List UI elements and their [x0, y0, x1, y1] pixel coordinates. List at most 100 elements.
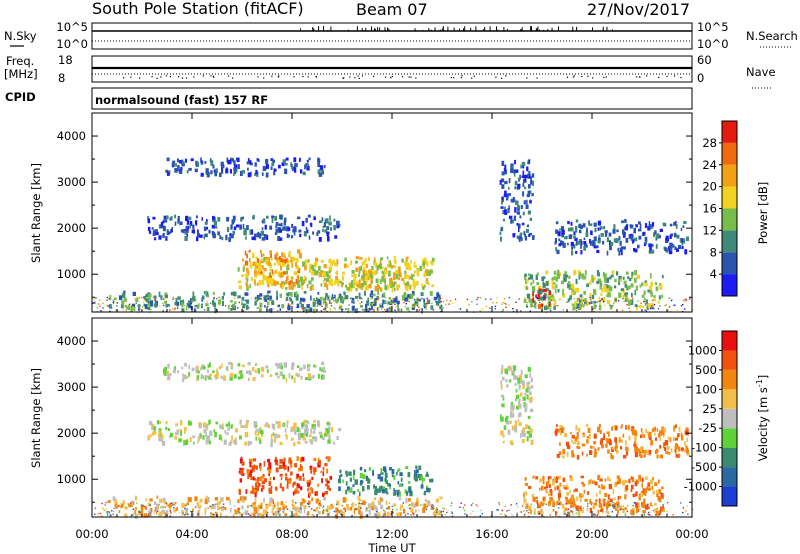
speckle-cell [459, 308, 461, 310]
speckle-cell [218, 296, 220, 299]
data-cell [374, 486, 378, 491]
data-cell [230, 224, 233, 230]
data-cell [364, 275, 368, 280]
data-cell [515, 169, 519, 173]
data-cell [604, 230, 608, 234]
data-cell [341, 297, 345, 302]
speckle-cell [403, 508, 405, 511]
speckle-cell [528, 509, 530, 511]
data-cell [545, 481, 549, 485]
speckle-cell [383, 510, 386, 512]
data-cell [499, 231, 502, 235]
speckle-cell [163, 304, 165, 307]
speckle-cell [664, 305, 666, 307]
data-cell [282, 505, 285, 510]
speckle-cell [501, 509, 503, 512]
data-cell [304, 423, 308, 429]
data-cell [186, 233, 189, 237]
data-cell [607, 449, 610, 454]
data-cell [282, 374, 285, 380]
data-cell [362, 271, 365, 277]
data-cell [285, 287, 288, 290]
speckle-cell [391, 510, 394, 512]
data-cell [186, 219, 190, 225]
data-cell [509, 440, 513, 445]
data-cell [255, 436, 258, 441]
data-cell [143, 296, 146, 299]
speckle-cell [586, 304, 589, 306]
data-cell [346, 486, 350, 491]
speckle-cell [148, 514, 150, 516]
data-cell [637, 449, 640, 453]
speckle-cell [172, 504, 174, 506]
data-cell [108, 511, 111, 516]
speckle-cell [104, 502, 107, 504]
data-cell [586, 508, 589, 512]
data-cell [556, 249, 560, 255]
speckle-cell [527, 511, 530, 514]
speckle-cell [105, 508, 108, 510]
data-cell [284, 428, 287, 433]
speckle-cell [362, 309, 364, 311]
speckle-cell [189, 300, 192, 302]
data-cell [283, 220, 286, 226]
data-cell [274, 254, 277, 260]
data-cell [368, 509, 371, 516]
speckle-cell [154, 509, 156, 512]
data-cell [279, 459, 283, 464]
data-cell [520, 433, 522, 439]
data-cell [502, 376, 505, 381]
data-cell [547, 293, 551, 299]
data-cell [121, 300, 125, 306]
data-cell [284, 217, 287, 223]
speckle-cell [451, 511, 453, 513]
data-cell [645, 240, 648, 245]
data-cell [593, 236, 597, 242]
data-cell [223, 292, 226, 296]
data-cell [351, 300, 354, 304]
speckle-cell [162, 302, 164, 305]
data-cell [424, 305, 427, 308]
data-cell [166, 215, 169, 220]
data-cell [529, 391, 532, 396]
data-cell [264, 259, 268, 264]
data-cell [638, 496, 641, 501]
data-cell [280, 477, 283, 481]
data-cell [580, 225, 583, 229]
speckle-cell [338, 511, 341, 513]
data-cell [642, 449, 646, 454]
data-cell [515, 394, 519, 400]
data-cell [270, 166, 273, 171]
data-cell [625, 294, 628, 301]
speckle-cell [612, 504, 614, 506]
data-cell [382, 299, 385, 304]
data-cell [385, 286, 389, 290]
data-cell [669, 223, 673, 227]
speckle-cell [197, 307, 199, 309]
data-cell [351, 297, 355, 302]
speckle-cell [254, 504, 256, 506]
speckle-cell [471, 301, 473, 303]
data-cell [437, 511, 440, 515]
speckle-cell [498, 503, 501, 506]
data-cell [555, 477, 558, 483]
x-tick-label: 08:00 [275, 527, 308, 541]
data-cell [276, 260, 280, 264]
data-cell [533, 300, 536, 303]
data-cell [501, 160, 505, 166]
speckle-cell [268, 300, 270, 302]
data-cell [298, 435, 302, 441]
data-cell [262, 253, 265, 257]
nave-dot [357, 75, 359, 77]
data-cell [519, 174, 521, 180]
data-cell [371, 506, 374, 511]
data-cell [379, 279, 382, 285]
speckle-cell [169, 515, 172, 517]
speckle-cell [104, 504, 106, 506]
data-cell [407, 296, 409, 302]
data-cell [400, 308, 403, 313]
speckle-cell [302, 310, 305, 312]
speckle-cell [534, 513, 536, 515]
data-cell [307, 482, 310, 487]
data-cell [645, 299, 648, 304]
